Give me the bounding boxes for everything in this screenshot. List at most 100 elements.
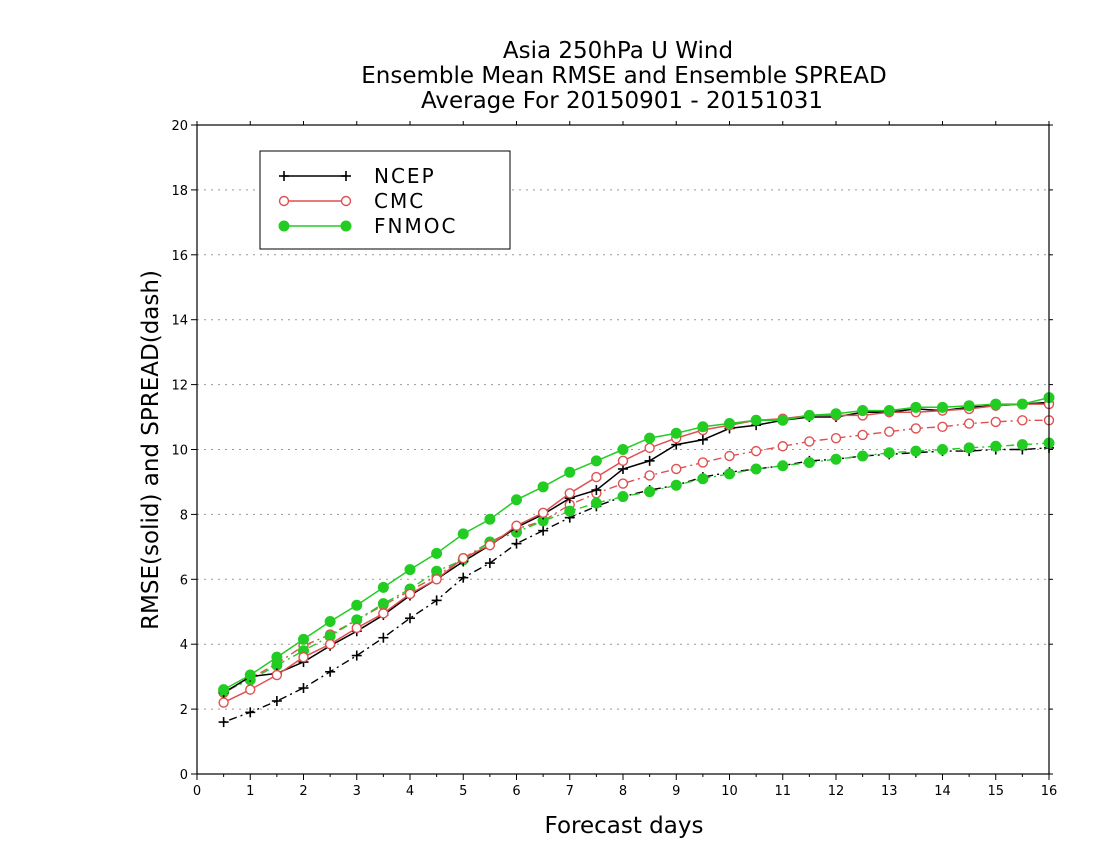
- cmc-spread-point: [830, 432, 842, 444]
- legend-box: [259, 150, 511, 250]
- x-tick-label: 5: [459, 784, 467, 799]
- ncep-spread-point: [458, 572, 469, 583]
- fnmoc-rmse-point: [377, 581, 389, 593]
- fnmoc-rmse-point: [830, 408, 842, 420]
- fnmoc-spread-point: [857, 450, 869, 462]
- ncep-spread-point: [405, 613, 415, 624]
- fnmoc-rmse-point: [857, 405, 869, 417]
- cmc-spread-point: [884, 426, 895, 437]
- x-tick-label: 4: [406, 784, 414, 799]
- cmc-spread-point: [777, 441, 788, 452]
- fnmoc-rmse-line: [223, 396, 1050, 691]
- cmc-rmse-point: [404, 588, 416, 600]
- fnmoc-spread-point: [590, 497, 602, 509]
- legend-label-fnmoc: FNMOC: [374, 214, 457, 238]
- legend-marker-fnmoc: [278, 220, 290, 232]
- x-tick-label: 6: [512, 784, 520, 799]
- ncep-rmse-line: [223, 401, 1050, 694]
- cmc-rmse-point: [351, 622, 362, 634]
- cmc-spread-point: [910, 423, 922, 434]
- cmc-rmse-point: [511, 520, 522, 531]
- cmc-rmse-point: [537, 507, 549, 518]
- fnmoc-rmse-point: [404, 564, 416, 576]
- ncep-spread-point: [218, 717, 229, 728]
- y-tick-label: 16: [171, 249, 188, 264]
- fnmoc-rmse-point: [644, 432, 656, 444]
- fnmoc-spread-point: [910, 445, 922, 457]
- x-tick-label: 1: [246, 784, 254, 799]
- chart-title-line-1: Asia 250hPa U Wind: [503, 38, 733, 64]
- cmc-rmse-point: [617, 455, 629, 467]
- cmc-spread-point: [644, 470, 655, 481]
- cmc-rmse-point: [245, 684, 256, 695]
- axes: 0 1 2 3 4 5 6 7 8 9 10 11 12 13 14 15 160246810121416182…: [171, 119, 1057, 799]
- x-axis-label: Forecast days: [545, 813, 704, 839]
- y-tick-label: 20: [171, 119, 188, 134]
- x-tick-label: 11: [774, 784, 791, 799]
- y-tick-label: 12: [171, 379, 188, 394]
- legend-marker-cmc: [278, 195, 290, 207]
- x-tick-label: 9: [672, 784, 680, 799]
- fnmoc-spread-point: [724, 468, 735, 480]
- cmc-spread-point: [990, 416, 1001, 428]
- x-tick-label: 16: [1041, 784, 1058, 799]
- cmc-rmse-point: [484, 540, 496, 551]
- ncep-spread-point: [511, 538, 522, 549]
- fnmoc-spread-point: [990, 440, 1002, 452]
- fnmoc-rmse-point: [777, 414, 789, 426]
- x-tick-label: 8: [619, 784, 627, 799]
- y-tick-label: 14: [171, 314, 188, 329]
- y-tick-label: 6: [180, 573, 188, 588]
- x-tick-label: 13: [881, 784, 898, 799]
- fnmoc-rmse-point: [617, 444, 629, 455]
- fnmoc-spread-point: [937, 444, 948, 455]
- fnmoc-rmse-point: [484, 513, 496, 525]
- cmc-spread-point: [750, 445, 762, 457]
- cmc-spread-point: [1017, 415, 1028, 426]
- fnmoc-spread-point: [750, 463, 762, 475]
- ncep-rmse-point: [644, 455, 655, 466]
- fnmoc-rmse-point: [537, 481, 549, 493]
- x-tick-label: 15: [987, 784, 1004, 799]
- fnmoc-rmse-point: [750, 414, 762, 426]
- fnmoc-spread-point: [377, 598, 389, 610]
- ncep-spread-point: [538, 525, 549, 536]
- x-tick-label: 10: [721, 784, 738, 799]
- legend-marker-ncep: [341, 171, 351, 181]
- cmc-rmse-point: [431, 574, 442, 585]
- ncep-spread-point: [484, 558, 495, 569]
- chart-title-line-3: Average For 20150901 - 20151031: [421, 88, 823, 114]
- cmc-rmse-point: [271, 669, 283, 681]
- ncep-spread-line: [223, 447, 1050, 723]
- fnmoc-rmse-point: [937, 401, 948, 413]
- fnmoc-rmse-point: [351, 599, 363, 611]
- fnmoc-rmse-point: [724, 418, 735, 430]
- cmc-spread-line: [223, 419, 1049, 694]
- ncep-spread-point: [378, 632, 389, 643]
- ncep-rmse-point: [697, 434, 708, 445]
- fnmoc-spread-point: [644, 486, 656, 498]
- ncep-spread-point: [431, 595, 442, 606]
- cmc-spread-point: [724, 450, 735, 462]
- y-tick-label: 18: [171, 184, 188, 199]
- fnmoc-spread-point: [963, 442, 975, 454]
- fnmoc-rmse-point: [271, 651, 283, 663]
- ncep-spread-point: [351, 650, 362, 661]
- cmc-spread-point: [617, 478, 629, 489]
- legend-marker-fnmoc: [340, 220, 352, 232]
- y-tick-label: 8: [180, 508, 188, 523]
- cmc-spread-point: [857, 429, 868, 441]
- fnmoc-spread-line: [223, 442, 1050, 692]
- series-layer: [218, 392, 1055, 728]
- fnmoc-rmse-point: [910, 401, 922, 413]
- fnmoc-spread-point: [564, 505, 576, 517]
- fnmoc-rmse-point: [564, 466, 576, 478]
- fnmoc-rmse-point: [963, 400, 975, 412]
- y-tick-label: 4: [180, 638, 188, 653]
- cmc-rmse-point: [458, 553, 469, 564]
- fnmoc-rmse-point: [298, 633, 309, 645]
- cmc-rmse-point: [218, 697, 229, 708]
- ncep-rmse-point: [591, 485, 602, 496]
